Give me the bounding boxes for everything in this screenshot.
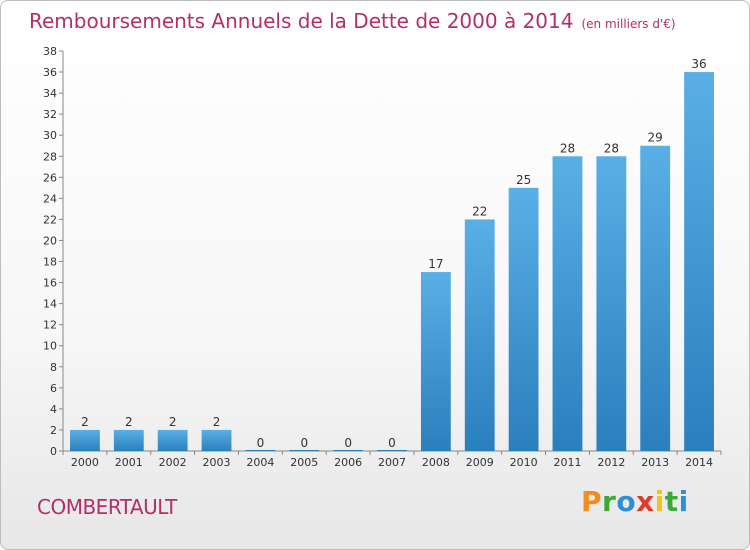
bar [113, 429, 144, 451]
y-tick-label: 4 [50, 403, 57, 416]
y-tick-label: 14 [43, 298, 57, 311]
bar [70, 429, 100, 451]
y-tick-label: 26 [43, 171, 57, 184]
y-tick-label: 34 [43, 87, 57, 100]
y-tick-label: 30 [43, 129, 57, 142]
data-label: 0 [344, 436, 352, 450]
commune-name: COMBERTAULT [37, 495, 177, 519]
bar [596, 156, 627, 451]
x-tick-label: 2009 [466, 456, 494, 469]
bar [245, 450, 276, 451]
logo-letter: i [654, 485, 665, 518]
y-tick-label: 20 [43, 234, 57, 247]
x-tick-label: 2003 [203, 456, 231, 469]
data-label: 28 [560, 141, 575, 155]
logo-letter: r [602, 485, 617, 518]
y-tick-label: 36 [43, 66, 57, 79]
x-tick-label: 2006 [334, 456, 362, 469]
bar [420, 272, 451, 451]
x-tick-label: 2004 [246, 456, 274, 469]
bar [201, 429, 232, 451]
y-tick-label: 18 [43, 256, 57, 269]
bar [333, 450, 364, 451]
proxiti-logo: Proxiti [581, 485, 689, 518]
logo-letter: o [616, 485, 637, 518]
y-tick-label: 22 [43, 213, 57, 226]
data-label: 0 [257, 436, 265, 450]
logo-letter: i [678, 485, 689, 518]
x-tick-label: 2012 [597, 456, 625, 469]
logo-letter: x [636, 485, 655, 518]
x-tick-label: 2014 [685, 456, 713, 469]
y-tick-label: 2 [50, 424, 57, 437]
y-tick-label: 32 [43, 108, 57, 121]
x-tick-label: 2001 [115, 456, 143, 469]
x-axis: 2000 2001 2002 2003 2004 2005 2006 2007 2008 2009… [62, 450, 722, 469]
y-tick-label: 12 [43, 319, 57, 332]
bars [70, 72, 714, 451]
x-tick-label: 2011 [553, 456, 581, 469]
y-tick-label: 24 [43, 192, 57, 205]
logo-letter: P [581, 485, 603, 518]
y-tick-label: 38 [43, 45, 57, 58]
data-label: 22 [472, 204, 487, 218]
y-tick-label: 10 [43, 340, 57, 353]
bar [157, 429, 188, 451]
data-label: 2 [125, 415, 133, 429]
bar [377, 450, 407, 451]
logo-letter: t [664, 485, 679, 518]
y-tick-label: 28 [43, 150, 57, 163]
bar [289, 450, 320, 451]
bar [640, 145, 671, 451]
x-tick-label: 2000 [71, 456, 99, 469]
x-tick-label: 2007 [378, 456, 406, 469]
y-tick-label: 6 [50, 382, 57, 395]
y-tick-label: 0 [50, 445, 57, 458]
data-label: 36 [691, 57, 706, 71]
bar [464, 219, 495, 451]
y-tick-label: 16 [43, 277, 57, 290]
data-label: 29 [648, 131, 663, 145]
bar [552, 156, 583, 451]
y-tick-label: 8 [50, 361, 57, 374]
data-label: 2 [81, 415, 89, 429]
data-label: 28 [604, 141, 619, 155]
x-tick-label: 2005 [290, 456, 318, 469]
data-label: 25 [516, 173, 531, 187]
title-text: Remboursements Annuels de la Dette de 20… [29, 9, 574, 33]
x-tick-label: 2008 [422, 456, 450, 469]
data-label: 2 [213, 415, 221, 429]
data-label: 17 [428, 257, 443, 271]
data-label: 0 [300, 436, 308, 450]
bar [508, 187, 539, 451]
bar [684, 72, 714, 451]
data-label: 2 [169, 415, 177, 429]
data-label: 0 [388, 436, 396, 450]
chart-title: Remboursements Annuels de la Dette de 20… [29, 9, 676, 33]
x-tick-label: 2013 [641, 456, 669, 469]
x-tick-label: 2002 [159, 456, 187, 469]
x-tick-label: 2010 [510, 456, 538, 469]
unit-label: (en milliers d'€) [581, 17, 676, 31]
